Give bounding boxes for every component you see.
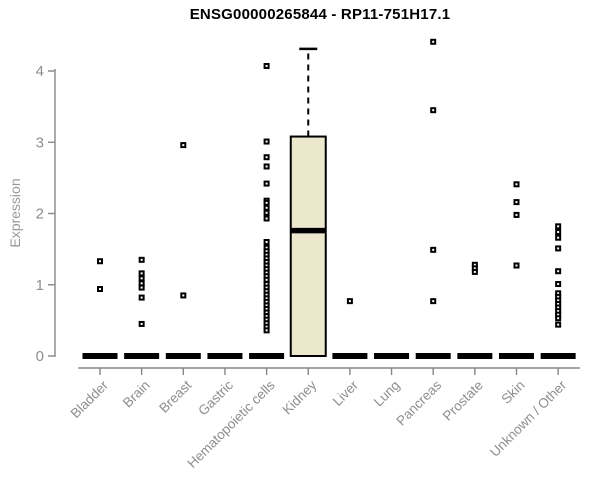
collapsed-box	[249, 353, 285, 359]
collapsed-box	[499, 353, 534, 359]
outlier-point	[138, 284, 145, 291]
collapsed-box	[332, 353, 368, 359]
outlier-point	[555, 229, 562, 236]
outlier-point	[430, 107, 437, 114]
outlier-point	[138, 256, 145, 263]
chart-title: ENSG00000265844 - RP11-751H17.1	[189, 6, 451, 23]
y-tick-label: 1	[36, 277, 44, 294]
outlier-point	[263, 154, 270, 161]
outlier-point	[555, 223, 562, 230]
box	[289, 135, 327, 357]
category-label: Unknown / Other	[487, 377, 570, 460]
outlier-point	[263, 209, 270, 216]
outlier-point	[263, 204, 270, 211]
collapsed-box	[374, 353, 410, 359]
y-axis-label: Expression	[7, 178, 23, 248]
outlier-point	[263, 215, 270, 222]
outlier-point	[513, 262, 520, 269]
collapsed-box	[540, 353, 576, 359]
outlier-point	[430, 246, 437, 253]
category-label: Kidney	[280, 377, 320, 417]
collapsed-box	[165, 353, 201, 359]
outlier-point	[263, 163, 270, 170]
category-label: Brain	[120, 378, 153, 411]
outlier-point	[180, 142, 187, 149]
y-tick-label: 0	[36, 348, 44, 365]
category-label: Bladder	[68, 377, 112, 421]
collapsed-box	[82, 353, 118, 359]
y-tick-label: 2	[36, 206, 44, 223]
category-label: Liver	[330, 377, 362, 409]
collapsed-box	[457, 353, 493, 359]
outlier-point	[180, 292, 187, 299]
outlier-point	[138, 275, 145, 282]
category-label: Gastric	[195, 377, 236, 418]
outlier-point	[513, 211, 520, 218]
outlier-point	[263, 327, 270, 334]
collapsed-box	[415, 353, 451, 359]
outlier-point	[555, 281, 562, 288]
outlier-point	[97, 286, 103, 293]
outlier-point	[97, 258, 103, 265]
collapsed-box	[207, 353, 243, 359]
outlier-point	[555, 321, 562, 328]
outlier-point	[263, 63, 270, 70]
outlier-point	[263, 199, 270, 206]
outlier-point	[138, 270, 145, 277]
outlier-point	[263, 180, 270, 187]
outlier-point	[430, 298, 437, 305]
category-label: Breast	[156, 377, 194, 415]
outlier-point	[513, 199, 520, 206]
category-label: Prostate	[440, 378, 486, 424]
collapsed-box	[124, 353, 160, 359]
outlier-point	[555, 268, 562, 275]
y-tick-label: 4	[36, 63, 44, 80]
y-tick-label: 3	[36, 134, 44, 151]
outlier-point	[138, 294, 145, 301]
outlier-point	[138, 320, 145, 327]
category-label: Lung	[371, 378, 403, 410]
outlier-point	[263, 138, 270, 145]
category-label: Skin	[498, 378, 527, 407]
outlier-point	[555, 234, 562, 241]
outlier-point	[263, 239, 270, 245]
outlier-point	[555, 245, 562, 252]
category-label: Pancreas	[393, 377, 444, 428]
outlier-point	[471, 268, 478, 275]
outlier-point	[513, 181, 520, 188]
outlier-point	[430, 38, 437, 45]
outlier-point	[346, 298, 353, 305]
outlier-point	[555, 315, 562, 322]
median-line	[290, 227, 326, 234]
